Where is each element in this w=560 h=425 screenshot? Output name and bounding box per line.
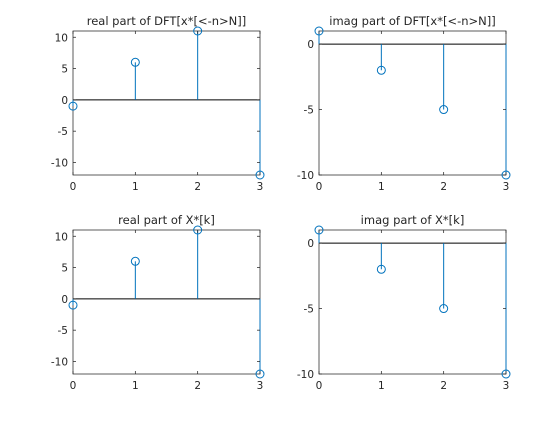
x-tick-label: 0 <box>70 181 77 193</box>
x-tick-label: 1 <box>378 181 385 193</box>
x-tick-label: 0 <box>316 181 323 193</box>
subplot-title: imag part of DFT[x*[<-n>N]] <box>329 14 496 28</box>
y-tick-label: 5 <box>61 64 68 76</box>
stem-marker <box>68 300 78 310</box>
axes-frame <box>72 30 261 176</box>
subplot-3: 0 1 2 3 -10 -5 0 5 10 real part of X*[k] <box>51 213 265 392</box>
y-tick-label: 0 <box>307 39 314 51</box>
y-tick-label: 10 <box>55 231 68 243</box>
stem-marker <box>439 105 449 115</box>
y-tick-label: 10 <box>55 32 68 44</box>
stem-marker <box>130 256 140 266</box>
x-tick-label: 3 <box>257 181 264 193</box>
axes-frame <box>318 30 507 176</box>
stem-marker <box>439 304 449 314</box>
x-tick-label: 3 <box>503 380 510 392</box>
y-tick-label: 0 <box>61 294 68 306</box>
y-tick-label: 0 <box>61 95 68 107</box>
y-tick-label: -5 <box>304 105 314 117</box>
x-tick-label: 2 <box>194 181 201 193</box>
stem-marker <box>376 65 386 75</box>
y-tick-label: 5 <box>61 263 68 275</box>
y-tick-label: -5 <box>304 304 314 316</box>
subplot-title: real part of DFT[x*[<-n>N]] <box>87 14 247 28</box>
x-tick-label: 2 <box>194 380 201 392</box>
stem-marker <box>193 225 203 235</box>
stem-marker <box>501 369 511 379</box>
subplot-4: 0 1 2 3 -10 -5 0 imag part of X*[k] <box>297 213 511 392</box>
axes-frame <box>72 229 261 375</box>
stem-marker <box>314 26 324 36</box>
stem-marker <box>255 369 265 379</box>
x-tick-label: 1 <box>132 181 139 193</box>
x-tick-label: 0 <box>316 380 323 392</box>
x-tick-label: 1 <box>378 380 385 392</box>
y-tick-label: -10 <box>51 356 68 368</box>
y-tick-label: -5 <box>58 126 68 138</box>
y-tick-label: -5 <box>58 325 68 337</box>
stem-marker <box>255 170 265 180</box>
x-tick-label: 1 <box>132 380 139 392</box>
subplot-title: imag part of X*[k] <box>361 213 465 227</box>
y-tick-label: -10 <box>297 369 314 381</box>
y-tick-label: -10 <box>297 170 314 182</box>
x-tick-label: 3 <box>503 181 510 193</box>
subplot-1: 0 1 2 3 -10 -5 0 5 10 real part of DFT[x*[<-n>N]] <box>51 14 265 193</box>
stem-marker <box>68 101 78 111</box>
subplot-title: real part of X*[k] <box>118 213 215 227</box>
y-tick-label: -10 <box>51 157 68 169</box>
x-tick-label: 2 <box>440 181 447 193</box>
stem-marker <box>314 225 324 235</box>
stem-marker <box>376 264 386 274</box>
stem-marker <box>130 57 140 67</box>
y-tick-label: 0 <box>307 238 314 250</box>
stem-marker <box>501 170 511 180</box>
x-tick-label: 2 <box>440 380 447 392</box>
x-tick-label: 0 <box>70 380 77 392</box>
subplot-2: 0 1 2 3 -10 -5 0 imag part of DFT[x*[<-n>N]] <box>297 14 511 193</box>
stem-marker <box>193 26 203 36</box>
x-tick-label: 3 <box>257 380 264 392</box>
axes-frame <box>318 229 507 375</box>
